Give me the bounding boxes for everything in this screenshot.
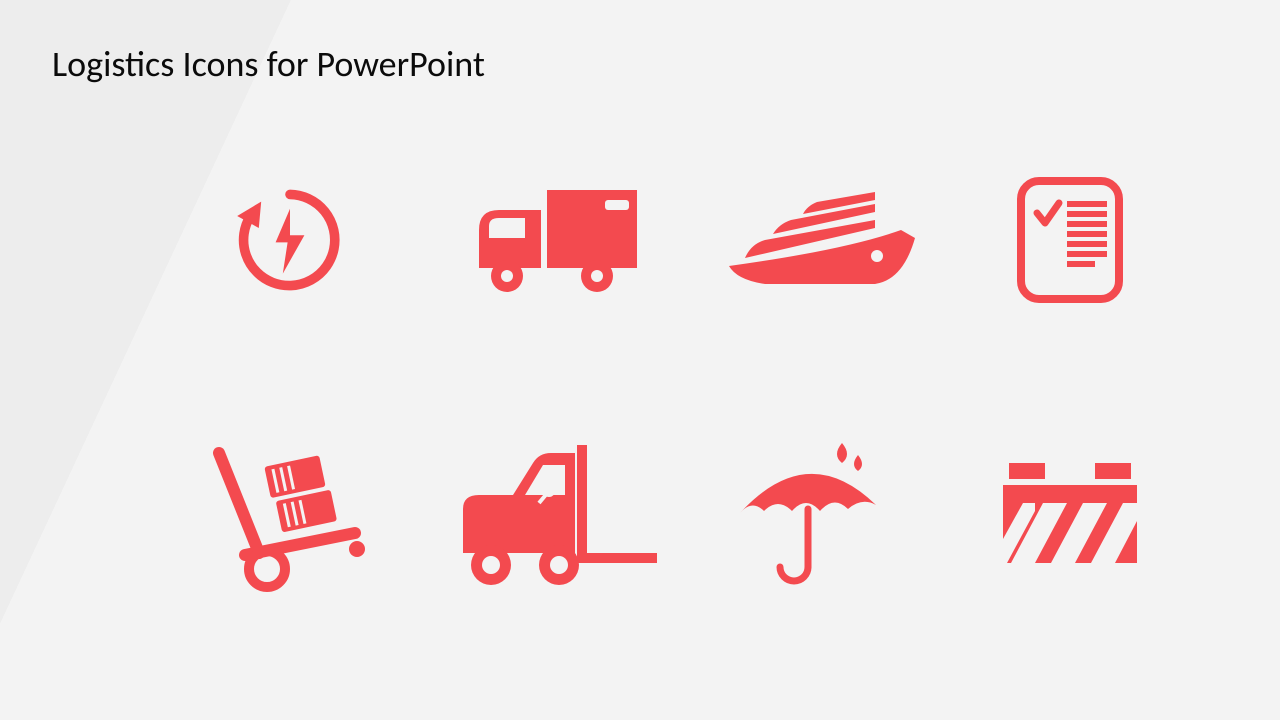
icon-cell <box>200 170 380 310</box>
hand-trolley-icon <box>205 435 395 595</box>
delivery-truck-icon <box>455 180 645 300</box>
icon-cell <box>200 430 400 600</box>
umbrella-icon <box>730 435 890 595</box>
forklift-icon <box>455 435 665 595</box>
icon-cell <box>980 430 1160 600</box>
icon-cell <box>450 430 670 600</box>
icon-cell <box>720 430 900 600</box>
icon-cell <box>450 170 650 310</box>
cargo-ship-icon <box>725 180 915 300</box>
icon-grid <box>0 0 1280 720</box>
icon-cell <box>980 170 1160 310</box>
icon-cell <box>720 170 920 310</box>
checklist-icon <box>1015 175 1125 305</box>
power-refresh-icon <box>230 180 350 300</box>
container-icon <box>995 455 1145 575</box>
